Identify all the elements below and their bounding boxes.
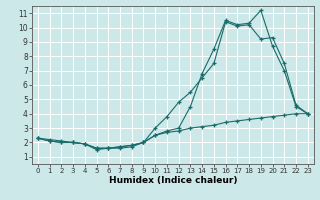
X-axis label: Humidex (Indice chaleur): Humidex (Indice chaleur) — [108, 176, 237, 185]
